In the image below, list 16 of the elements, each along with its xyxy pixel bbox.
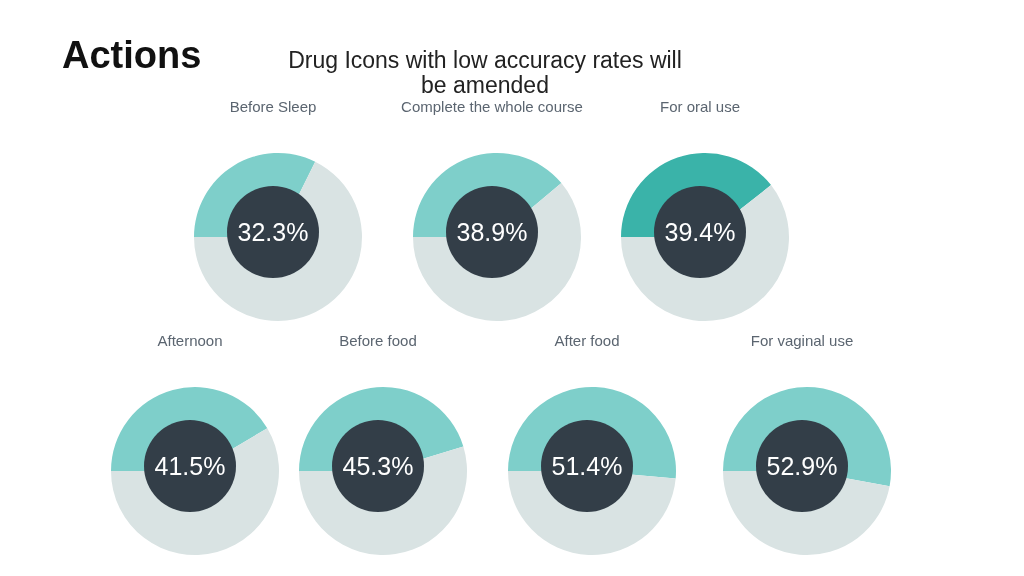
text: Drug Icons with low accuracy rates will be amended xyxy=(287,47,683,98)
data-label: 45.3% xyxy=(341,451,415,481)
data-label: 39.4% xyxy=(663,217,737,247)
chart-title: Afternoon xyxy=(156,332,224,349)
data-label: 38.9% xyxy=(455,217,529,247)
data-label: 41.5% xyxy=(153,451,227,481)
data-label: 52.9% xyxy=(765,451,839,481)
chart-title: After food xyxy=(553,332,621,349)
chart-title: Before Sleep xyxy=(229,98,317,115)
text: Actions xyxy=(62,34,202,77)
chart-title: For vaginal use xyxy=(749,332,855,349)
data-label: 51.4% xyxy=(550,451,624,481)
chart-title: Complete the whole course xyxy=(400,98,584,115)
chart-title: For oral use xyxy=(659,98,741,115)
data-label: 32.3% xyxy=(236,217,310,247)
chart-title: Before food xyxy=(338,332,418,349)
